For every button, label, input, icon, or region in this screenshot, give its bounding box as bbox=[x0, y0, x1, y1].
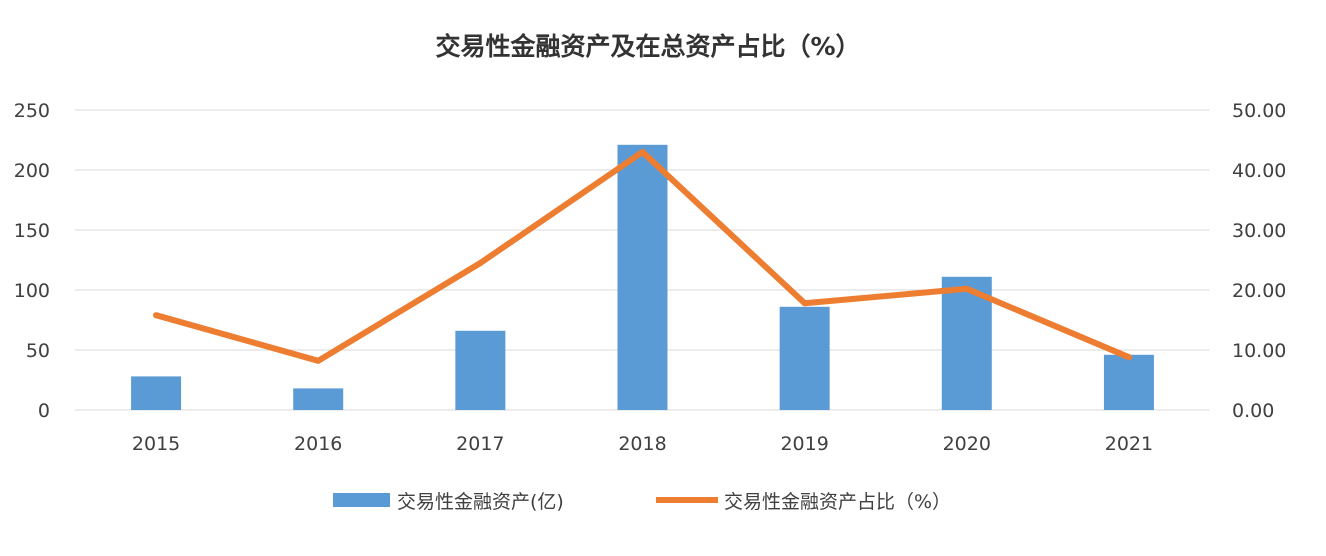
y-right-tick-label: 0.00 bbox=[1232, 400, 1274, 422]
y-left-tick-label: 200 bbox=[14, 160, 50, 182]
legend-label-bar: 交易性金融资产(亿) bbox=[397, 491, 564, 513]
y-right-tick-label: 50.00 bbox=[1232, 100, 1286, 122]
x-tick-label: 2019 bbox=[780, 433, 828, 455]
x-axis: 2015 2016 2017 2018 2019 2020 2021 bbox=[132, 433, 1153, 455]
line-point bbox=[1125, 354, 1132, 361]
legend-label-line: 交易性金融资产占比（%） bbox=[724, 491, 951, 513]
y-right-tick-label: 30.00 bbox=[1232, 220, 1286, 242]
bar bbox=[779, 306, 830, 410]
chart-title: 交易性金融资产及在总资产占比（%） bbox=[435, 32, 860, 61]
legend: 交易性金融资产(亿) 交易性金融资产占比（%） bbox=[333, 491, 951, 513]
x-tick-label: 2021 bbox=[1105, 433, 1153, 455]
x-tick-label: 2020 bbox=[943, 433, 991, 455]
line-point bbox=[639, 149, 646, 155]
x-tick-label: 2018 bbox=[618, 433, 666, 455]
line-point bbox=[153, 312, 160, 319]
bar bbox=[293, 388, 344, 410]
right-axis: 0.00 10.00 20.00 30.00 40.00 50.00 bbox=[1232, 100, 1286, 422]
left-axis: 0 50 100 150 200 250 bbox=[14, 100, 50, 422]
line-point bbox=[477, 260, 484, 266]
x-tick-label: 2016 bbox=[294, 433, 342, 455]
bar-series bbox=[131, 144, 1154, 411]
y-left-tick-label: 100 bbox=[14, 280, 50, 302]
y-left-tick-label: 50 bbox=[26, 340, 50, 362]
line-point bbox=[801, 300, 808, 307]
bar bbox=[131, 376, 182, 410]
bar bbox=[1103, 354, 1154, 410]
bar bbox=[455, 330, 506, 410]
bar bbox=[617, 144, 668, 411]
legend-swatch-bar bbox=[333, 493, 390, 507]
x-tick-label: 2015 bbox=[132, 433, 180, 455]
y-left-tick-label: 250 bbox=[14, 100, 50, 122]
line-point bbox=[315, 357, 322, 364]
line-series bbox=[153, 149, 1132, 364]
y-left-tick-label: 0 bbox=[38, 400, 50, 422]
x-tick-label: 2017 bbox=[456, 433, 504, 455]
y-right-tick-label: 20.00 bbox=[1232, 280, 1286, 302]
line-point bbox=[963, 285, 970, 292]
y-right-tick-label: 40.00 bbox=[1232, 160, 1286, 182]
y-left-tick-label: 150 bbox=[14, 220, 50, 242]
y-right-tick-label: 10.00 bbox=[1232, 340, 1286, 362]
